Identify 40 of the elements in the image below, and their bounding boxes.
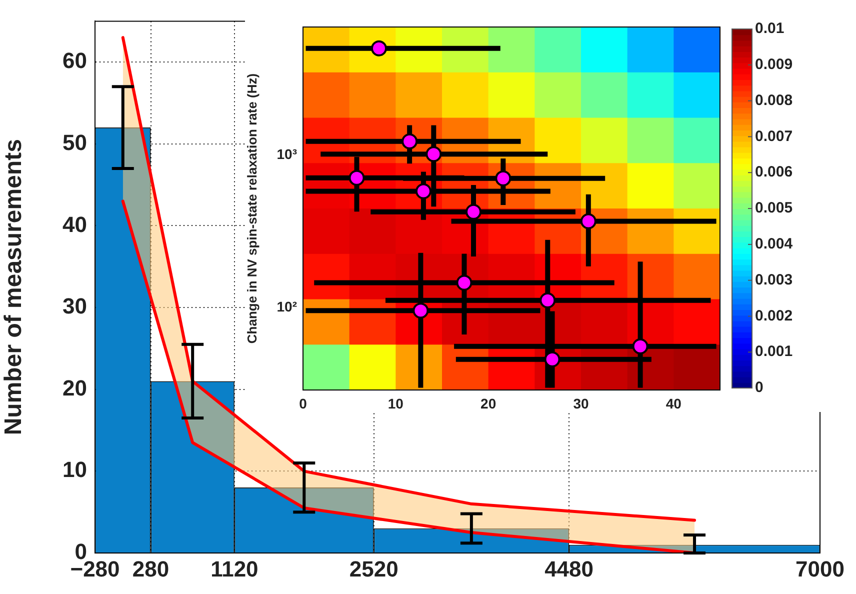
point (580, 213, 596, 230)
point (426, 146, 442, 162)
y-tick-label: 30 (62, 294, 87, 319)
color-bar-label: 0.005 (755, 200, 793, 217)
color-bar-label: 0.004 (755, 236, 794, 253)
point (412, 302, 429, 319)
y-tick-label: 50 (62, 130, 87, 155)
color-bar-label: 0.009 (755, 56, 793, 74)
color-bar-label: 0.007 (755, 128, 793, 145)
point (348, 170, 365, 186)
point (632, 338, 648, 354)
x-tick-label: 2520 (349, 556, 398, 582)
color-bar-label: 0.008 (755, 92, 793, 109)
x-tick-label: 20 (480, 395, 496, 412)
point (495, 170, 512, 186)
y-tick-label: 10³ (276, 146, 298, 162)
y-tick-label: 10 (62, 457, 87, 482)
x-tick-label: 10 (388, 395, 404, 412)
point (402, 133, 418, 150)
x-tick-label: 4480 (544, 556, 594, 582)
x-tick-label: 280 (132, 556, 170, 582)
color-bar-label: 0.01 (755, 20, 784, 38)
x-tick-label: 1120 (210, 556, 258, 582)
point (544, 351, 560, 368)
x-tick-label: 30 (573, 395, 589, 412)
point (540, 292, 556, 308)
color-bar-label: 0.006 (755, 164, 793, 181)
color-bar-label: 0.003 (755, 271, 793, 288)
y-axis-title: Change in NV spin-state relaxation rate (Hz) (244, 73, 260, 344)
color-bar-label: 0 (755, 379, 764, 396)
y-tick-label: 10² (276, 298, 298, 315)
x-tick-label: 0 (299, 395, 308, 412)
point (466, 204, 482, 220)
x-tick-label: 40 (666, 395, 682, 412)
color-bar-label: 0.002 (755, 307, 793, 324)
y-axis-title: Number of measurements (0, 139, 28, 436)
y-tick-label: 60 (62, 48, 87, 74)
y-tick-label: 40 (62, 212, 87, 237)
color-bar-label: 0.001 (755, 343, 793, 360)
x-tick-label: 7000 (796, 556, 844, 582)
